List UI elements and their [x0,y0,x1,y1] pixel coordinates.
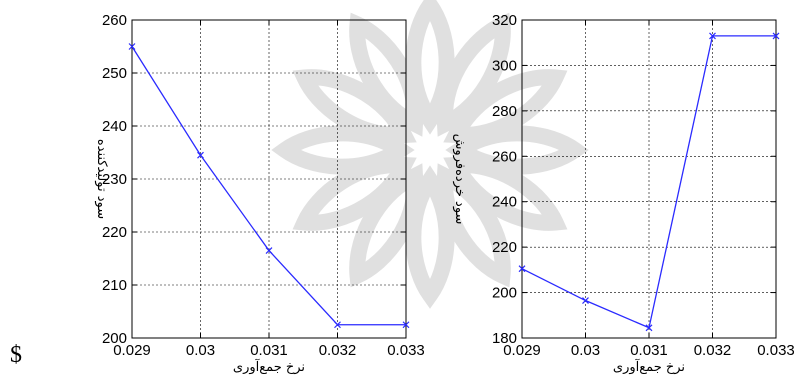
x-tick-label: 0.033 [757,342,795,359]
chart-producer-profit: 0.029 0.03 0.031 0.032 0.033 200 210 220 230 240 2… [94,12,425,375]
data-point-marker [402,321,410,329]
watermark-logo [271,0,589,309]
footnote-symbol: $ [10,342,22,368]
y-tick-label: 280 [492,103,517,120]
data-point-marker [709,32,716,40]
data-point-marker [334,321,341,329]
y-axis-label: سود خرده‌فروش [452,134,467,225]
x-tick-label: 0.03 [186,342,215,359]
data-point-marker [772,32,780,40]
y-tick-label: 300 [492,57,517,74]
y-tick-label: 180 [492,330,517,347]
x-tick-label: 0.032 [694,342,732,359]
x-axis-label: نرخ جمع‌آوری [233,358,305,375]
y-tick-label: 220 [492,239,517,256]
y-tick-label: 240 [102,118,127,135]
data-point-marker [197,151,204,159]
x-tick-label: 0.032 [319,342,357,359]
y-tick-label: 200 [102,330,127,347]
data-point-marker [265,247,273,254]
y-tick-label: 250 [102,65,127,82]
x-tick-label: 0.031 [630,342,668,359]
x-axis-label: نرخ جمع‌آوری [613,358,685,375]
data-point-marker [582,297,589,304]
x-tick-label: 0.029 [503,342,541,359]
data-point-marker [645,324,653,332]
y-tick-label: 230 [102,171,127,188]
y-tick-label: 220 [102,224,127,241]
x-tick-label: 0.031 [250,342,288,359]
watermark-center [389,109,471,191]
y-axis-label: سود تولیدکننده [94,139,109,219]
plot-frame [521,19,777,339]
watermark-petal [349,12,424,137]
chart-retailer-profit: 0.029 0.03 0.031 0.032 0.033 180 200 220 240 260 2… [452,12,795,375]
y-tick-label: 260 [102,12,127,29]
data-point-marker [128,43,136,50]
y-tick-label: 210 [102,277,127,294]
x-tick-label: 0.029 [113,342,151,359]
y-tick-label: 320 [492,12,517,29]
x-tick-label: 0.03 [571,342,600,359]
y-tick-label: 260 [492,148,517,165]
y-tick-label: 240 [492,194,517,211]
data-point-marker [518,265,526,273]
y-tick-label: 200 [492,285,517,302]
x-tick-label: 0.033 [387,342,425,359]
